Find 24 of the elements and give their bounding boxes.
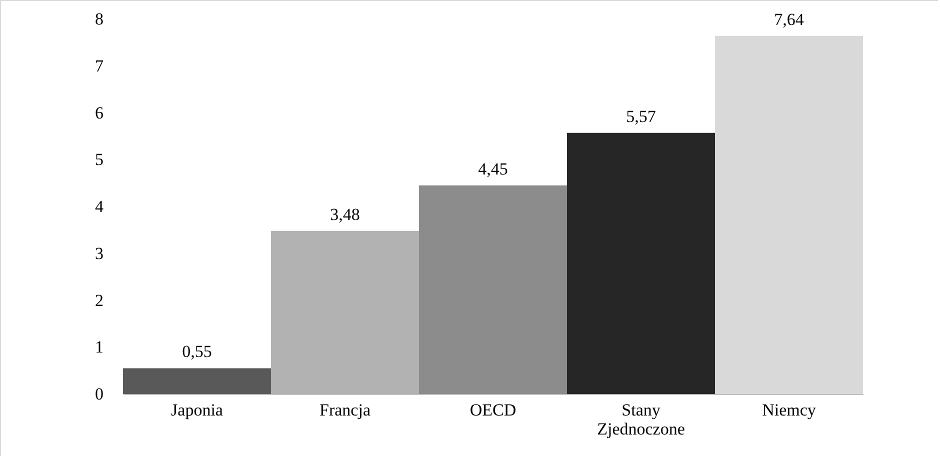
bar — [567, 132, 715, 394]
data-label: 3,48 — [330, 204, 360, 224]
data-label: 7,64 — [774, 10, 804, 29]
bar — [715, 36, 863, 394]
data-label: 5,57 — [626, 106, 656, 126]
x-tick-label: Francja — [320, 400, 371, 420]
y-tick-label: 4 — [95, 197, 104, 216]
y-tick-label: 0 — [95, 384, 104, 404]
x-tick-label: Stany Zjednoczone — [597, 400, 685, 438]
y-tick-label: 2 — [95, 290, 104, 310]
x-tick-label: Japonia — [171, 400, 224, 420]
y-tick-label: 7 — [95, 56, 104, 76]
data-label: 0,55 — [182, 342, 212, 362]
data-label: 4,45 — [478, 159, 508, 178]
y-tick-label: 8 — [95, 10, 104, 28]
y-tick-label: 1 — [95, 338, 104, 357]
x-tick-label: OECD — [470, 400, 516, 420]
bar — [419, 185, 567, 394]
y-tick-label: 5 — [95, 150, 104, 170]
bar — [271, 230, 419, 394]
y-tick-label: 6 — [95, 103, 104, 122]
x-tick-label: Niemcy — [762, 400, 816, 420]
bar — [123, 368, 271, 394]
y-tick-label: 3 — [95, 244, 104, 263]
